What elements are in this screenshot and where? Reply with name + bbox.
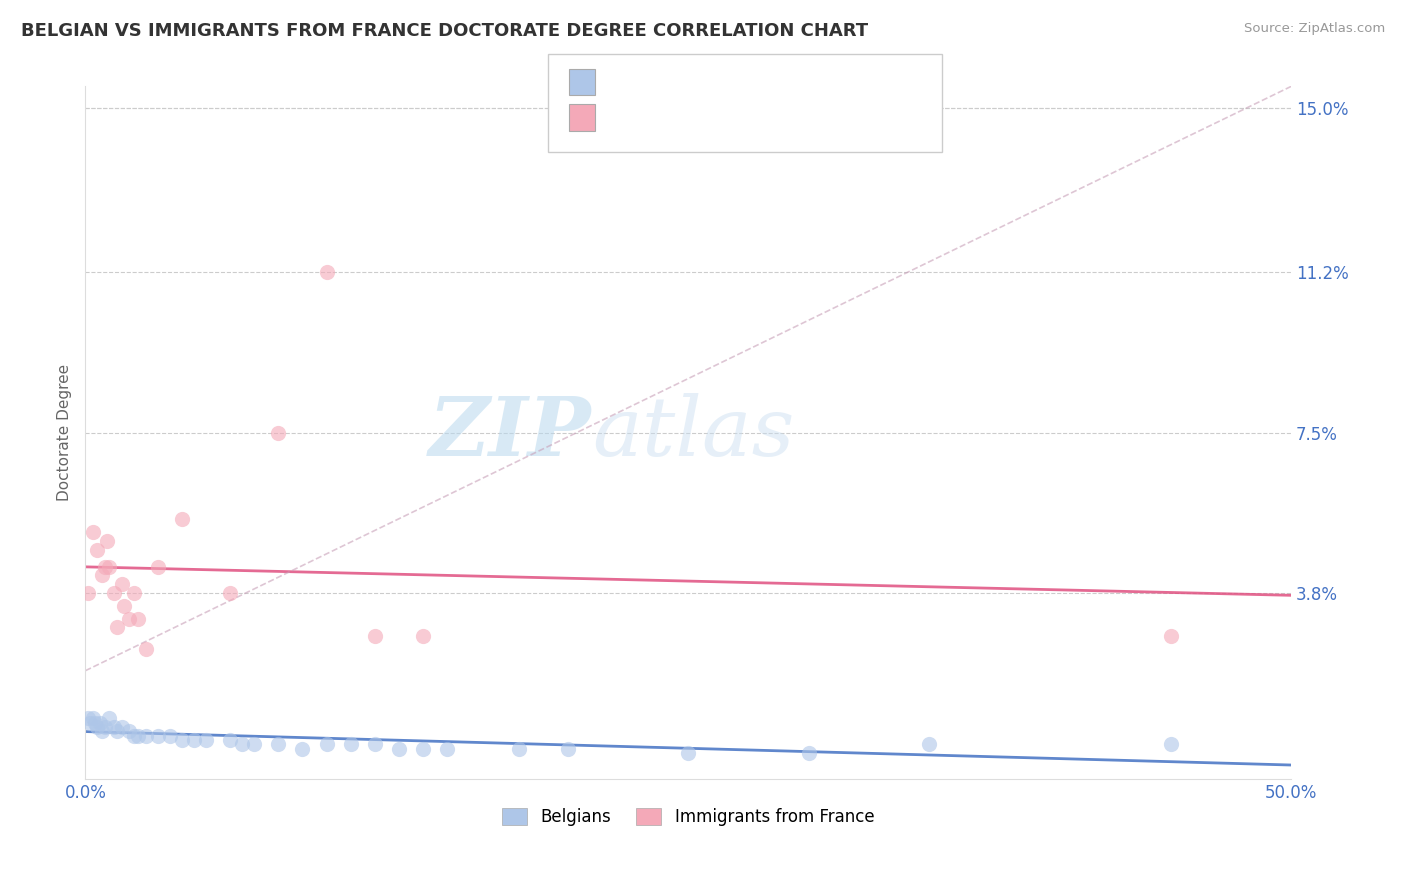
Point — [79, 715, 101, 730]
Point — [122, 729, 145, 743]
Point — [243, 737, 266, 751]
Point — [127, 729, 149, 743]
Point — [93, 559, 115, 574]
Point — [412, 741, 434, 756]
Point — [1160, 629, 1182, 643]
Point — [98, 559, 121, 574]
Point — [557, 741, 579, 756]
Point — [82, 525, 104, 540]
Point — [84, 715, 107, 730]
Text: R = -0.387    N = 38: R = -0.387 N = 38 — [603, 75, 796, 89]
Point — [86, 542, 108, 557]
Point — [89, 715, 111, 730]
Point — [127, 612, 149, 626]
Point — [170, 733, 193, 747]
Point — [678, 746, 700, 760]
Point — [76, 711, 98, 725]
Point — [267, 425, 290, 440]
Point — [315, 265, 337, 279]
Point — [918, 737, 941, 751]
Point — [267, 737, 290, 751]
Point — [364, 629, 387, 643]
Point — [1160, 737, 1182, 751]
Point — [76, 586, 98, 600]
Point — [797, 746, 820, 760]
Point — [112, 599, 135, 613]
Point — [388, 741, 411, 756]
Point — [93, 720, 115, 734]
Text: ZIP: ZIP — [429, 392, 592, 473]
Point — [118, 724, 141, 739]
Point — [315, 737, 337, 751]
Y-axis label: Doctorate Degree: Doctorate Degree — [58, 364, 72, 501]
Point — [508, 741, 530, 756]
Point — [339, 737, 361, 751]
Point — [110, 577, 132, 591]
Point — [159, 729, 181, 743]
Point — [96, 533, 118, 548]
Point — [91, 724, 114, 739]
Text: atlas: atlas — [592, 392, 794, 473]
Point — [98, 711, 121, 725]
Point — [146, 729, 169, 743]
Legend: Belgians, Immigrants from France: Belgians, Immigrants from France — [495, 801, 882, 833]
Point — [219, 586, 242, 600]
Point — [86, 720, 108, 734]
Point — [291, 741, 314, 756]
Point — [436, 741, 458, 756]
Point — [146, 559, 169, 574]
Point — [412, 629, 434, 643]
Text: BELGIAN VS IMMIGRANTS FROM FRANCE DOCTORATE DEGREE CORRELATION CHART: BELGIAN VS IMMIGRANTS FROM FRANCE DOCTOR… — [21, 22, 869, 40]
Point — [231, 737, 253, 751]
Point — [219, 733, 242, 747]
Point — [118, 612, 141, 626]
Point — [91, 568, 114, 582]
Point — [82, 711, 104, 725]
Point — [103, 720, 125, 734]
Point — [183, 733, 205, 747]
Point — [110, 720, 132, 734]
Point — [103, 586, 125, 600]
Point — [105, 620, 128, 634]
Point — [194, 733, 217, 747]
Text: R =  0.351    N = 23: R = 0.351 N = 23 — [603, 111, 796, 125]
Point — [135, 729, 157, 743]
Point — [105, 724, 128, 739]
Point — [170, 512, 193, 526]
Point — [364, 737, 387, 751]
Text: Source: ZipAtlas.com: Source: ZipAtlas.com — [1244, 22, 1385, 36]
Point — [135, 642, 157, 657]
Point — [122, 586, 145, 600]
